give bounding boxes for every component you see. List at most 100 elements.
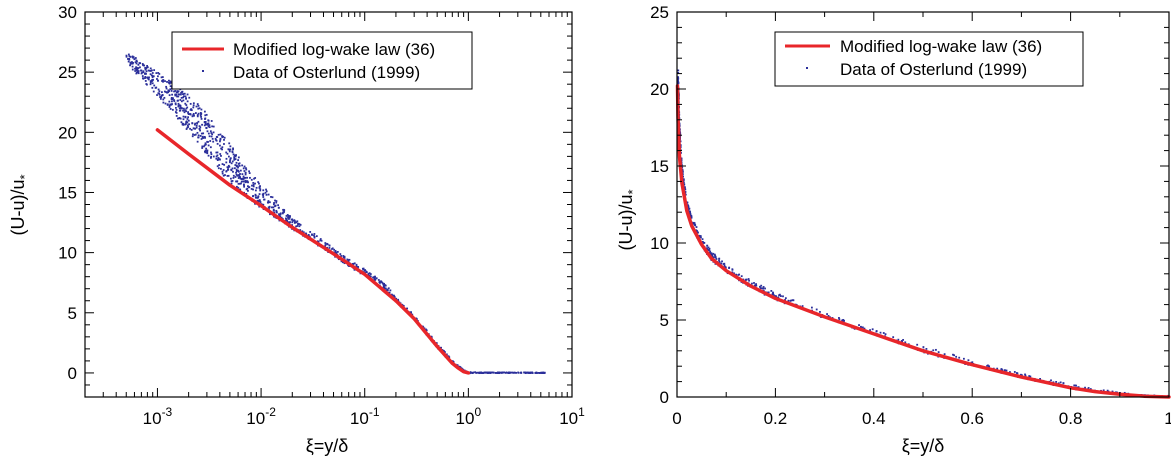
- left-data-point: [504, 372, 507, 374]
- left-data-point: [237, 166, 239, 169]
- left-data-point: [313, 236, 316, 239]
- left-data-point: [212, 131, 215, 134]
- right-data-point: [710, 254, 713, 257]
- left-data-point: [326, 243, 329, 246]
- left-data-point: [458, 365, 461, 368]
- right-data-point: [838, 318, 841, 321]
- right-data-point: [760, 284, 763, 287]
- left-data-point: [216, 154, 219, 157]
- left-data-point: [168, 79, 170, 82]
- left-data-point: [222, 174, 225, 177]
- left-data-point: [215, 151, 218, 154]
- left-data-point: [237, 182, 240, 185]
- right-legend-label-model: Modified log-wake law (36): [840, 37, 1042, 56]
- left-data-point: [381, 282, 384, 284]
- left-data-point: [499, 371, 502, 374]
- left-data-point: [170, 98, 173, 100]
- left-data-point: [187, 126, 190, 128]
- left-data-point: [293, 221, 296, 224]
- right-data-point: [748, 279, 750, 282]
- left-data-point: [335, 252, 338, 254]
- left-data-point: [272, 206, 275, 209]
- left-data-point: [210, 120, 213, 122]
- left-data-point: [197, 104, 200, 107]
- left-data-point: [136, 60, 138, 63]
- left-data-point: [158, 73, 161, 75]
- left-data-point: [178, 109, 181, 112]
- left-data-point: [208, 124, 211, 127]
- right-data-point: [728, 266, 731, 269]
- right-data-point: [721, 260, 723, 263]
- left-data-point: [176, 91, 179, 94]
- left-data-point: [193, 114, 195, 117]
- left-data-point: [142, 64, 144, 66]
- left-data-point: [171, 93, 174, 96]
- left-data-point: [188, 96, 191, 99]
- left-data-point: [267, 193, 270, 196]
- left-data-point: [207, 141, 209, 143]
- left-data-point: [129, 64, 131, 67]
- left-data-point: [243, 165, 246, 168]
- left-data-point: [219, 158, 221, 161]
- left-data-point: [175, 91, 178, 94]
- left-data-point: [231, 167, 234, 170]
- left-data-point: [184, 102, 187, 105]
- left-data-point: [311, 233, 313, 236]
- left-data-point: [197, 136, 200, 139]
- left-data-point: [287, 221, 290, 224]
- left-data-point: [223, 143, 225, 145]
- right-data-point: [711, 254, 714, 256]
- left-data-point: [301, 230, 304, 233]
- left-data-point: [372, 276, 374, 279]
- left-data-point: [222, 169, 225, 171]
- left-data-point: [277, 204, 280, 207]
- left-data-point: [179, 99, 182, 101]
- right-data-point: [688, 207, 691, 210]
- right-data-point: [747, 278, 750, 280]
- right-data-point: [682, 179, 685, 181]
- left-data-point: [205, 113, 208, 116]
- left-data-point: [200, 116, 203, 118]
- left-data-point: [487, 372, 490, 374]
- left-data-point: [367, 272, 370, 275]
- left-data-point: [224, 174, 226, 176]
- left-data-point: [161, 91, 163, 94]
- left-data-point: [265, 188, 267, 191]
- right-data-point: [677, 82, 680, 85]
- right-data-point: [777, 296, 780, 299]
- right-data-point: [693, 223, 696, 226]
- left-data-point: [230, 177, 232, 180]
- left-data-point: [196, 115, 199, 118]
- left-data-point: [357, 266, 360, 268]
- left-data-point: [488, 371, 491, 374]
- left-data-point: [348, 258, 351, 261]
- left-data-point: [151, 80, 154, 82]
- right-legend-label-data: Data of Osterlund (1999): [840, 60, 1027, 79]
- left-data-point: [515, 371, 518, 374]
- left-data-point: [141, 71, 143, 74]
- left-data-point: [228, 148, 230, 151]
- left-data-point: [355, 265, 358, 267]
- left-legend-label-data: Data of Osterlund (1999): [233, 63, 420, 82]
- left-data-point: [186, 100, 189, 103]
- left-data-point: [235, 171, 237, 174]
- left-data-point: [153, 84, 156, 87]
- left-data-point: [389, 289, 392, 292]
- left-data-point: [177, 95, 180, 98]
- left-data-point: [226, 166, 229, 169]
- left-data-point: [200, 138, 203, 140]
- right-data-point: [784, 299, 786, 301]
- right-data-point: [843, 319, 845, 322]
- left-data-point: [425, 329, 428, 332]
- left-data-point: [189, 102, 192, 105]
- left-data-point: [272, 203, 275, 206]
- left-data-point: [163, 90, 166, 93]
- left-data-point: [379, 280, 381, 283]
- left-data-point: [324, 244, 327, 246]
- left-data-point: [383, 284, 386, 286]
- left-data-point: [235, 170, 238, 173]
- left-data-point: [233, 158, 236, 161]
- right-data-point: [810, 306, 813, 309]
- left-data-point: [425, 328, 427, 331]
- right-data-point: [1062, 382, 1065, 385]
